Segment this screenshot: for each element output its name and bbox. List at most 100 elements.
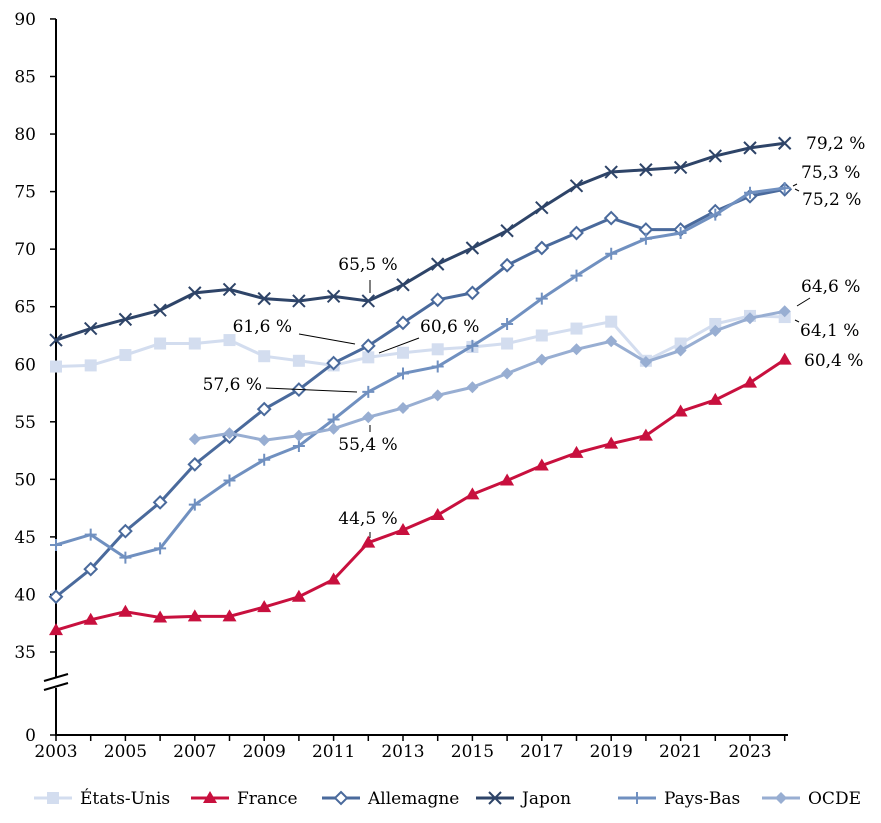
data-point (84, 359, 97, 372)
data-label: 60,6 % (420, 317, 479, 337)
data-point (605, 247, 618, 260)
y-tick-label: 65 (14, 298, 36, 318)
data-point (639, 232, 652, 245)
data-point (709, 317, 722, 330)
data-point (395, 315, 411, 331)
y-tick-label: 50 (14, 470, 36, 490)
axis-break-mark (43, 682, 69, 691)
data-point (466, 339, 479, 352)
legend-label: Japon (520, 789, 571, 809)
annotation-leader-line (298, 333, 356, 345)
series-pays-bas (50, 182, 791, 564)
x-tick-label: 2021 (659, 742, 702, 762)
annotation-leader-line (265, 387, 358, 393)
data-point (222, 609, 237, 622)
data-point (743, 375, 757, 388)
data-point (188, 433, 201, 446)
data-point (360, 338, 376, 354)
x-tick-label: 2023 (728, 742, 771, 762)
data-point (708, 149, 723, 163)
data-point (777, 352, 792, 365)
data-point (257, 291, 271, 306)
data-point (604, 165, 618, 179)
data-point (674, 344, 687, 357)
data-point (500, 224, 514, 238)
data-point (465, 241, 480, 255)
data-point (48, 589, 64, 605)
data-point (570, 343, 583, 356)
data-point (499, 257, 515, 273)
data-point (709, 208, 722, 221)
data-label: 64,6 % (801, 277, 860, 297)
data-point (501, 317, 514, 330)
data-point (535, 201, 549, 215)
data-point (292, 429, 305, 442)
series-line (55, 358, 786, 632)
data-point (153, 610, 168, 623)
x-tick-label: 2005 (104, 742, 147, 762)
x-tick-label: 2015 (451, 742, 494, 762)
y-tick-label: 70 (14, 240, 36, 260)
data-point (396, 278, 410, 292)
data-point (154, 542, 167, 555)
data-point (49, 333, 63, 347)
annotation-leader-line (796, 297, 811, 307)
data-point (603, 210, 619, 226)
legend-label: OCDE (808, 789, 861, 809)
data-point (326, 289, 341, 304)
series-japon (49, 136, 792, 347)
data-point (362, 385, 375, 398)
data-point (222, 282, 237, 297)
data-point (430, 257, 445, 271)
legend-item: États-Unis (34, 788, 170, 809)
axis-break-mark (43, 673, 69, 682)
data-point (673, 160, 688, 175)
data-point (431, 389, 444, 402)
legend-marker (47, 792, 59, 804)
data-point (188, 337, 201, 350)
data-label: 75,3 % (801, 163, 860, 183)
data-point (778, 182, 791, 195)
legend-label: Pays-Bas (664, 789, 740, 809)
data-point (291, 589, 306, 602)
data-point (709, 324, 722, 337)
data-point (118, 604, 133, 617)
series-line (194, 309, 785, 442)
y-tick-label: 90 (14, 10, 36, 30)
data-point (50, 360, 62, 373)
data-point (744, 186, 756, 199)
legend-item: Allemagne (322, 789, 459, 809)
data-point (188, 498, 201, 511)
legend-item: Japon (476, 789, 571, 809)
data-point (430, 292, 446, 308)
data-point (569, 225, 584, 241)
data-point (569, 445, 584, 458)
y-tick-label: 45 (14, 528, 36, 548)
data-point (708, 392, 723, 405)
data-point (119, 551, 132, 564)
data-point (605, 335, 618, 348)
legend-marker (631, 792, 643, 804)
x-tick-label: 2019 (590, 742, 633, 762)
legend-label: États-Unis (80, 788, 170, 809)
data-point (326, 355, 342, 371)
data-point (292, 439, 305, 452)
data-point (535, 292, 548, 305)
data-point (570, 269, 583, 282)
data-point (605, 315, 618, 328)
data-point (397, 367, 409, 380)
data-point (430, 508, 445, 521)
data-point (638, 428, 653, 441)
data-point (258, 350, 271, 363)
y-tick-label: 40 (14, 585, 36, 605)
data-point (535, 353, 548, 366)
y-tick-label: 55 (14, 413, 36, 433)
x-tick-label: 2003 (34, 742, 77, 762)
y-tick-label: 85 (14, 68, 36, 88)
series-france (49, 352, 792, 636)
data-label: 65,5 % (338, 255, 397, 275)
x-tick-label: 2009 (243, 742, 286, 762)
legend-item: France (191, 789, 298, 809)
data-point (465, 487, 480, 500)
